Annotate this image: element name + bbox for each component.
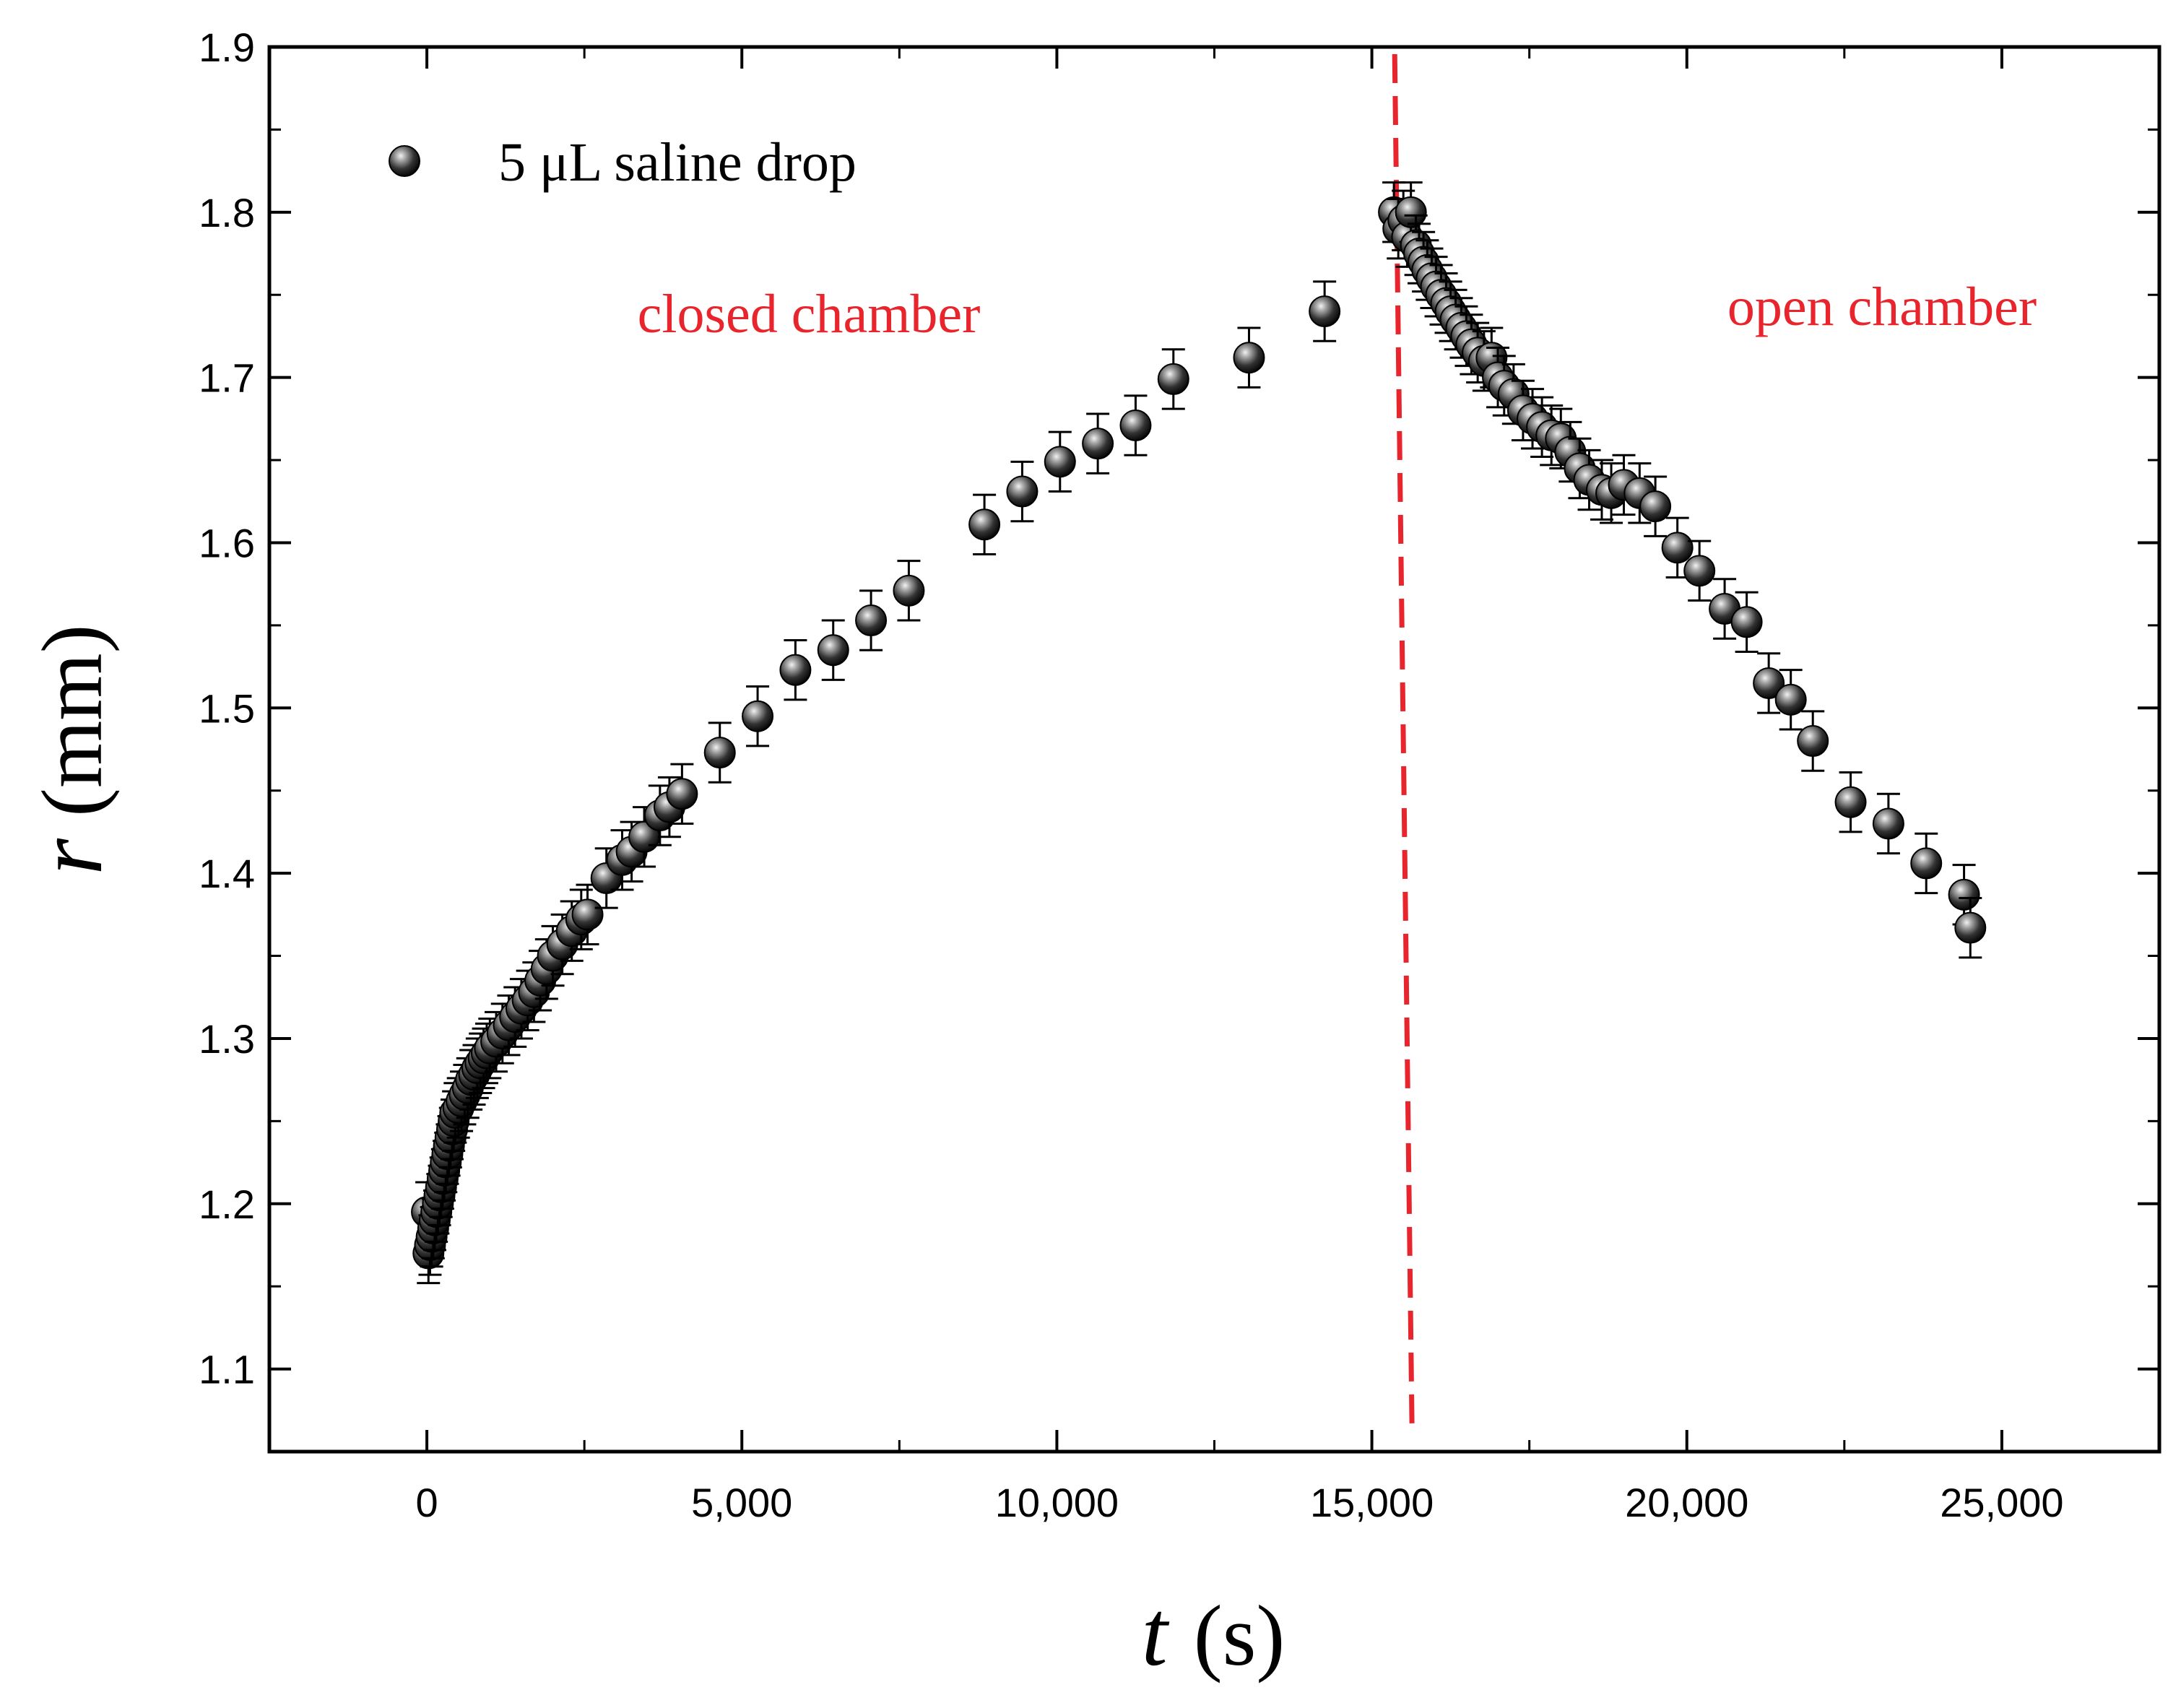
point-marker — [1948, 878, 1980, 911]
legend-marker — [389, 145, 420, 177]
y-tick-label: 1.1 — [199, 1347, 255, 1392]
x-axis-unit: (s) — [1194, 1587, 1285, 1683]
point-marker — [666, 778, 698, 810]
annotation-closed-chamber: closed chamber — [638, 284, 981, 344]
point-marker — [1954, 911, 1987, 944]
point-marker — [1730, 606, 1763, 638]
x-tick-label: 25,000 — [1940, 1480, 2063, 1525]
point-marker — [1910, 847, 1943, 880]
point-marker — [1639, 490, 1672, 523]
data-point — [653, 776, 685, 838]
point-marker — [742, 700, 774, 732]
y-tick-label: 1.5 — [199, 685, 255, 731]
point-marker — [1774, 683, 1807, 716]
divider-layer — [1392, 53, 1415, 1431]
data-point — [1006, 460, 1039, 523]
data-point — [1797, 710, 1829, 772]
y-axis-variable: r — [18, 838, 122, 875]
annotation-open-chamber: open chamber — [1727, 277, 2037, 337]
point-marker — [1797, 725, 1829, 758]
point-marker — [779, 654, 812, 686]
point-marker — [893, 574, 925, 607]
x-tick-label: 20,000 — [1625, 1480, 1748, 1525]
x-axis-title: t (s) — [1142, 1582, 1285, 1686]
y-tick-label: 1.9 — [199, 25, 255, 70]
data-point — [1044, 430, 1076, 493]
data-point — [1082, 412, 1114, 474]
data-point — [666, 763, 698, 825]
x-tick-label: 5,000 — [691, 1480, 792, 1525]
data-point — [1872, 792, 1904, 855]
data-point — [742, 685, 774, 747]
data-point — [1774, 669, 1807, 731]
data-point — [893, 560, 925, 622]
x-axis-variable: t — [1142, 1582, 1170, 1686]
point-marker — [1006, 475, 1039, 508]
data-point — [1309, 280, 1341, 342]
point-marker — [1872, 807, 1904, 840]
y-tick-label: 1.6 — [199, 520, 255, 565]
data-point — [779, 638, 812, 701]
point-marker — [1082, 428, 1114, 460]
data-points — [411, 181, 1987, 1285]
point-marker — [1157, 363, 1189, 395]
point-marker — [1044, 446, 1076, 478]
point-marker — [1233, 342, 1265, 374]
axis-ticks: 0 5,000 10,000 15,000 20,000 25,000 1.1 1.2 1.3 1… — [199, 25, 2161, 1525]
point-marker — [1395, 196, 1427, 228]
data-point — [855, 589, 888, 651]
data-point — [1157, 348, 1189, 410]
point-marker — [1661, 532, 1694, 564]
data-point — [1954, 896, 1987, 959]
x-tick-label: 10,000 — [995, 1480, 1119, 1525]
y-tick-label: 1.7 — [199, 355, 255, 401]
data-point — [1119, 394, 1152, 456]
point-marker — [1753, 667, 1785, 699]
y-tick-label: 1.2 — [199, 1182, 255, 1227]
point-marker — [1683, 555, 1716, 587]
legend: 5 μL saline drop — [389, 132, 857, 193]
point-marker — [855, 604, 888, 637]
y-tick-label: 1.4 — [199, 851, 255, 896]
data-point — [1730, 591, 1763, 653]
x-tick-label: 0 — [416, 1480, 438, 1525]
data-point — [968, 493, 1001, 555]
data-point — [703, 721, 736, 784]
legend-label: 5 μL saline drop — [498, 132, 857, 193]
point-marker — [968, 508, 1001, 541]
plot-area — [269, 47, 2159, 1452]
point-marker — [571, 898, 604, 931]
data-point — [1683, 539, 1716, 602]
data-point — [817, 619, 849, 681]
data-point — [1910, 832, 1943, 895]
data-point — [1661, 516, 1694, 579]
chamber-divider-line — [1392, 53, 1415, 1431]
y-axis-unit: (mm) — [24, 624, 120, 817]
y-tick-label: 1.8 — [199, 190, 255, 235]
plot-frame — [267, 45, 2162, 1454]
point-marker — [1834, 786, 1867, 818]
data-point — [1639, 475, 1672, 537]
y-axis-title: r (mm) — [18, 624, 122, 875]
point-marker — [1119, 409, 1152, 442]
y-tick-label: 1.3 — [199, 1016, 255, 1062]
point-marker — [1309, 295, 1341, 328]
x-tick-label: 15,000 — [1310, 1480, 1434, 1525]
data-point — [1753, 652, 1785, 714]
point-marker — [703, 737, 736, 769]
data-point — [1834, 771, 1867, 833]
point-marker — [817, 634, 849, 667]
data-point — [1233, 326, 1265, 389]
